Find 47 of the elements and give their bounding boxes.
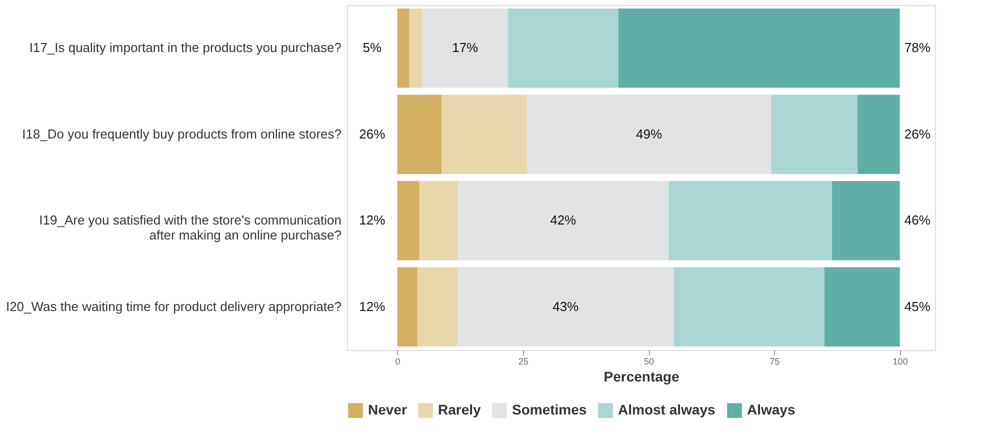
bar — [397, 8, 410, 88]
annotation: 5% — [362, 40, 382, 56]
x-tick-label: 25 — [518, 356, 528, 366]
legend-label: Never — [368, 402, 408, 418]
y-tick-label: I19_Are you satisfied with the store's communication after making an online purchase? — [39, 212, 342, 243]
bar — [458, 267, 674, 347]
legend-label: Sometimes — [512, 402, 587, 418]
x-tick-label: 100 — [892, 356, 908, 366]
legend-label: Rarely — [438, 402, 482, 418]
data-label: 43% — [552, 298, 580, 314]
annotation: 78% — [904, 40, 931, 56]
bar — [419, 180, 458, 260]
data-label: 49% — [636, 126, 662, 142]
annotation: 26% — [904, 126, 931, 142]
x-tick-label: 50 — [644, 356, 654, 366]
bar — [422, 8, 508, 88]
data-label: 17% — [452, 40, 479, 56]
bar — [397, 180, 420, 260]
annotation: 45% — [904, 298, 931, 314]
x-axis-title: Percentage — [604, 368, 680, 384]
bar — [674, 267, 824, 347]
bar — [668, 180, 832, 260]
annotation: 46% — [904, 212, 931, 228]
bar — [397, 267, 418, 347]
annotation: 26% — [359, 126, 386, 142]
annotation: 12% — [359, 212, 386, 228]
bar — [832, 180, 900, 260]
y-tick-label: I17_Is quality important in the products you purchase? — [29, 40, 342, 56]
bar — [417, 267, 458, 347]
bar — [409, 8, 422, 88]
x-tick-label: 75 — [770, 356, 780, 366]
bar — [824, 267, 900, 347]
legend-label: Almost always — [618, 402, 716, 418]
bar — [618, 8, 900, 88]
y-tick-label: I18_Do you frequently buy products from online stores? — [22, 126, 342, 142]
bar — [458, 180, 669, 260]
bar — [441, 94, 527, 174]
annotation: 12% — [359, 298, 386, 314]
bar — [771, 94, 858, 174]
bar — [508, 8, 618, 88]
bar — [397, 94, 442, 174]
data-label: 42% — [550, 212, 577, 228]
x-tick-label: 0 — [395, 356, 400, 366]
y-tick-label: I20_Was the waiting time for product delivery appropriate? — [6, 298, 342, 314]
legend-label: Always — [747, 402, 796, 418]
bar — [858, 94, 900, 174]
bar — [526, 94, 772, 174]
